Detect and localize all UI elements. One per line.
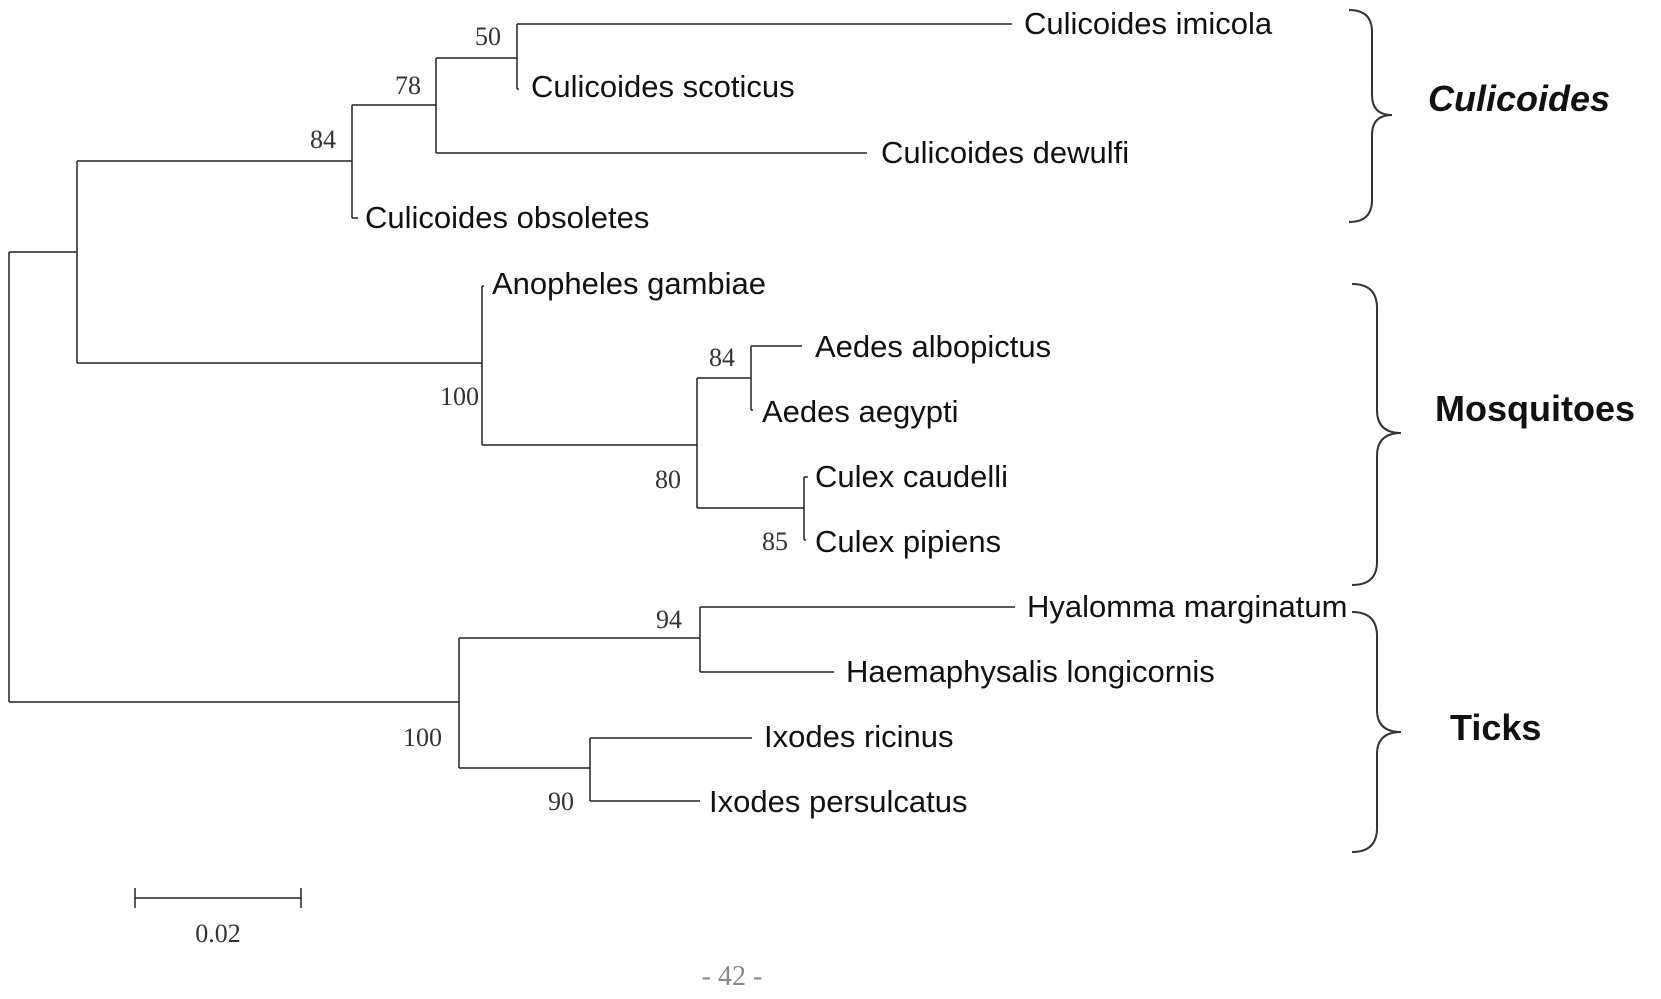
taxon-aedes-albopictus: Aedes albopictus <box>815 329 1051 364</box>
bootstrap-value: 78 <box>395 71 421 100</box>
taxon-culicoides-obsoletes: Culicoides obsoletes <box>365 200 649 235</box>
taxon-labels: Culicoides imicola Culicoides scoticus C… <box>365 6 1347 819</box>
bootstrap-value: 100 <box>403 723 442 752</box>
scale-bar-label: 0.02 <box>195 919 241 948</box>
taxon-haemaphysalis-longicornis: Haemaphysalis longicornis <box>846 654 1215 689</box>
ticks-brace <box>1351 611 1402 853</box>
mosquitoes-brace <box>1351 283 1402 586</box>
taxon-aedes-aegypti: Aedes aegypti <box>762 394 958 429</box>
taxon-culicoides-dewulfi: Culicoides dewulfi <box>881 135 1129 170</box>
taxon-culex-pipiens: Culex pipiens <box>815 524 1001 559</box>
culicoides-brace <box>1348 9 1393 223</box>
tree-branches <box>8 23 1015 802</box>
page-number: - 42 - <box>702 961 763 992</box>
bootstrap-value: 94 <box>656 605 682 634</box>
taxon-anopheles-gambiae: Anopheles gambiae <box>492 266 766 301</box>
bootstrap-value: 80 <box>655 465 681 494</box>
taxon-ixodes-persulcatus: Ixodes persulcatus <box>709 784 967 819</box>
bootstrap-value: 50 <box>475 22 501 51</box>
taxon-ixodes-ricinus: Ixodes ricinus <box>764 719 954 754</box>
bootstrap-value: 85 <box>762 527 788 556</box>
group-label-ticks: Ticks <box>1450 707 1541 748</box>
taxon-culex-caudelli: Culex caudelli <box>815 459 1008 494</box>
bootstrap-values: 50 78 84 100 84 80 85 94 100 90 <box>310 22 788 816</box>
bootstrap-value: 100 <box>440 382 479 411</box>
bootstrap-value: 84 <box>310 125 336 154</box>
group-label-mosquitoes: Mosquitoes <box>1435 388 1635 429</box>
group-label-culicoides: Culicoides <box>1428 78 1610 119</box>
scale-bar: 0.02 <box>134 888 302 948</box>
group-labels: Culicoides Mosquitoes Ticks <box>1428 78 1635 748</box>
bootstrap-value: 90 <box>548 787 574 816</box>
bootstrap-value: 84 <box>709 343 735 372</box>
taxon-culicoides-scoticus: Culicoides scoticus <box>531 69 795 104</box>
group-braces <box>1348 9 1402 853</box>
taxon-culicoides-imicola: Culicoides imicola <box>1024 6 1273 41</box>
taxon-hyalomma-marginatum: Hyalomma marginatum <box>1027 589 1347 624</box>
